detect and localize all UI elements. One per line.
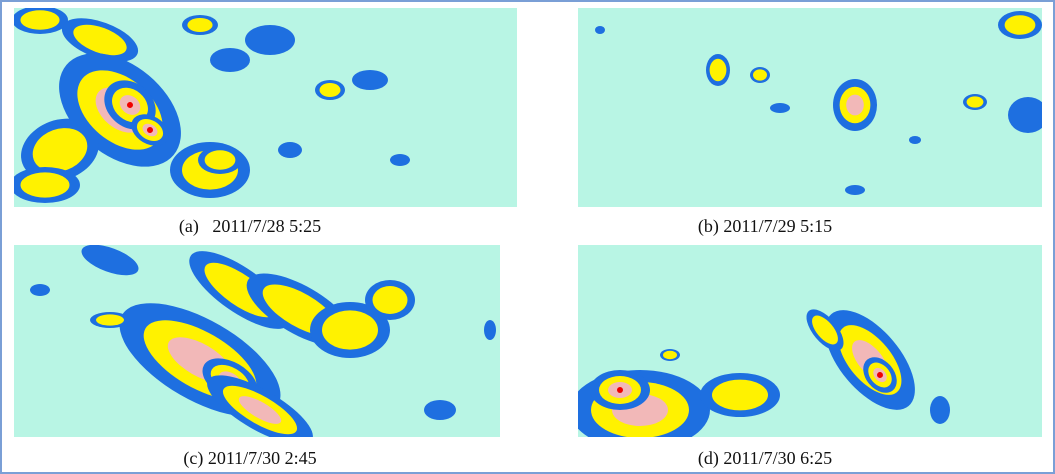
echo-blob — [617, 387, 623, 393]
echo-blob — [484, 320, 496, 340]
echo-blob — [712, 380, 768, 411]
caption: (c) 2011/7/30 2:45 — [183, 448, 316, 469]
echo-blob — [352, 70, 388, 90]
echo-blob — [322, 310, 378, 349]
echo-blob — [390, 154, 410, 166]
echo-blob — [967, 96, 984, 107]
echo-blob — [30, 284, 50, 296]
caption: (d) 2011/7/30 6:25 — [698, 448, 832, 469]
echo-blob — [770, 103, 790, 113]
echo-blob — [278, 142, 302, 158]
echo-blob — [320, 83, 341, 97]
echo-blob — [187, 18, 212, 32]
echo-blob — [930, 396, 950, 424]
echo-blob — [1008, 97, 1048, 133]
echo-blob — [663, 351, 677, 359]
echo-blob — [210, 48, 250, 72]
echo-blob — [21, 172, 70, 197]
echo-blob — [205, 150, 236, 170]
page: (a) 2011/7/28 5:25 (b) 2011/7/29 5:15 (c… — [0, 0, 1055, 474]
echo-blob — [373, 286, 408, 314]
echo-blob — [595, 26, 605, 34]
echo-blob — [424, 400, 456, 420]
echo-blob — [245, 25, 295, 55]
echo-blob — [845, 185, 865, 195]
echo-blob — [753, 69, 767, 80]
echo-blob — [710, 59, 727, 81]
caption: (b) 2011/7/29 5:15 — [698, 216, 832, 237]
echo-blob — [96, 314, 124, 325]
echo-blob — [20, 10, 59, 30]
figure: (a) 2011/7/28 5:25 (b) 2011/7/29 5:15 (c… — [0, 0, 1055, 474]
echo-blob — [1005, 15, 1036, 35]
echo-blob — [846, 95, 864, 116]
echo-blob — [909, 136, 921, 144]
caption: (a) 2011/7/28 5:25 — [179, 216, 321, 237]
